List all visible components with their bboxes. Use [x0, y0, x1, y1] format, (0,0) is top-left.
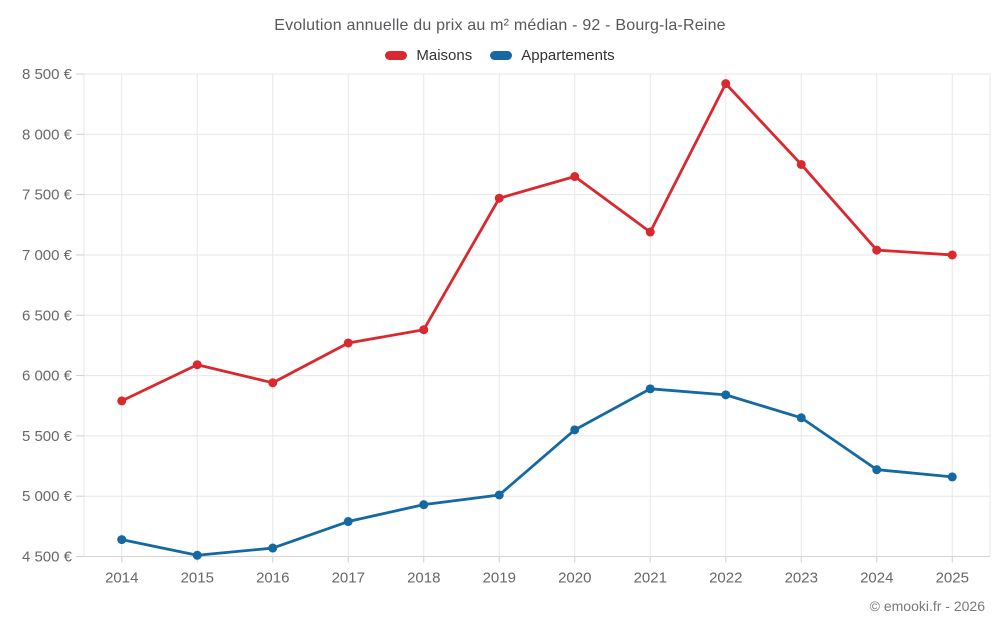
maisons-data-point[interactable]	[117, 396, 127, 406]
appartements-data-point[interactable]	[796, 413, 806, 423]
y-axis-tick-label: 4 500 €	[22, 549, 73, 566]
appartements-legend-label: Appartements	[521, 47, 615, 64]
appartements-data-point[interactable]	[192, 550, 202, 560]
y-axis-tick-label: 5 000 €	[22, 488, 73, 505]
maisons-data-point[interactable]	[268, 378, 278, 388]
maisons-legend-swatch-icon	[385, 51, 408, 60]
appartements-data-point[interactable]	[947, 472, 957, 482]
x-axis-tick-label: 2014	[105, 570, 138, 587]
y-axis-tick-label: 7 500 €	[22, 187, 73, 204]
appartements-legend-swatch-icon	[490, 51, 513, 60]
maisons-series-line[interactable]	[120, 82, 954, 403]
maisons-legend-label: Maisons	[416, 47, 473, 64]
appartements-data-point[interactable]	[721, 390, 731, 400]
x-axis-tick-label: 2019	[483, 570, 516, 587]
y-axis-tick-label: 8 000 €	[22, 126, 73, 143]
x-axis-tick-label: 2021	[634, 570, 667, 587]
x-axis-tick-label: 2024	[860, 570, 893, 587]
x-axis-tick-label: 2018	[407, 570, 440, 587]
legend-item-appartements[interactable]: Appartements	[490, 47, 615, 64]
maisons-data-point[interactable]	[872, 245, 882, 255]
y-axis-tick-label: 5 500 €	[22, 428, 73, 445]
x-axis-tick-label: 2016	[256, 570, 289, 587]
appartements-data-point[interactable]	[343, 517, 353, 527]
appartements-data-point[interactable]	[117, 535, 127, 545]
appartements-data-point[interactable]	[645, 384, 655, 394]
maisons-data-point[interactable]	[947, 250, 957, 260]
x-axis-tick-label: 2025	[936, 570, 969, 587]
x-axis-tick-label: 2015	[181, 570, 214, 587]
legend-item-maisons[interactable]: Maisons	[385, 47, 472, 64]
maisons-data-point[interactable]	[494, 193, 504, 203]
chart-title: Evolution annuelle du prix au m² médian …	[274, 17, 726, 34]
x-axis-tick-label: 2020	[558, 570, 591, 587]
y-axis-tick-label: 6 500 €	[22, 307, 73, 324]
y-axis-tick-label: 7 000 €	[22, 247, 73, 264]
appartements-data-point[interactable]	[268, 543, 278, 553]
x-axis-tick-label: 2017	[332, 570, 365, 587]
appartements-series-line[interactable]	[120, 387, 954, 557]
maisons-data-point[interactable]	[192, 360, 202, 370]
appartements-data-point[interactable]	[570, 425, 580, 435]
x-axis-tick-label: 2023	[785, 570, 818, 587]
maisons-data-point[interactable]	[796, 159, 806, 169]
x-axis-tick-label: 2022	[709, 570, 742, 587]
appartements-data-point[interactable]	[419, 500, 429, 510]
maisons-data-point[interactable]	[570, 172, 580, 182]
maisons-data-point[interactable]	[419, 325, 429, 335]
maisons-data-point[interactable]	[645, 227, 655, 237]
appartements-data-point[interactable]	[872, 465, 882, 475]
maisons-data-point[interactable]	[721, 79, 731, 89]
appartements-data-point[interactable]	[494, 490, 504, 500]
chart-footer-credit: © emooki.fr - 2026	[869, 598, 985, 614]
chart-legend: Maisons Appartements	[0, 47, 1000, 64]
y-axis-tick-label: 8 500 €	[22, 66, 73, 83]
y-axis-tick-label: 6 000 €	[22, 368, 73, 385]
maisons-data-point[interactable]	[343, 338, 353, 348]
